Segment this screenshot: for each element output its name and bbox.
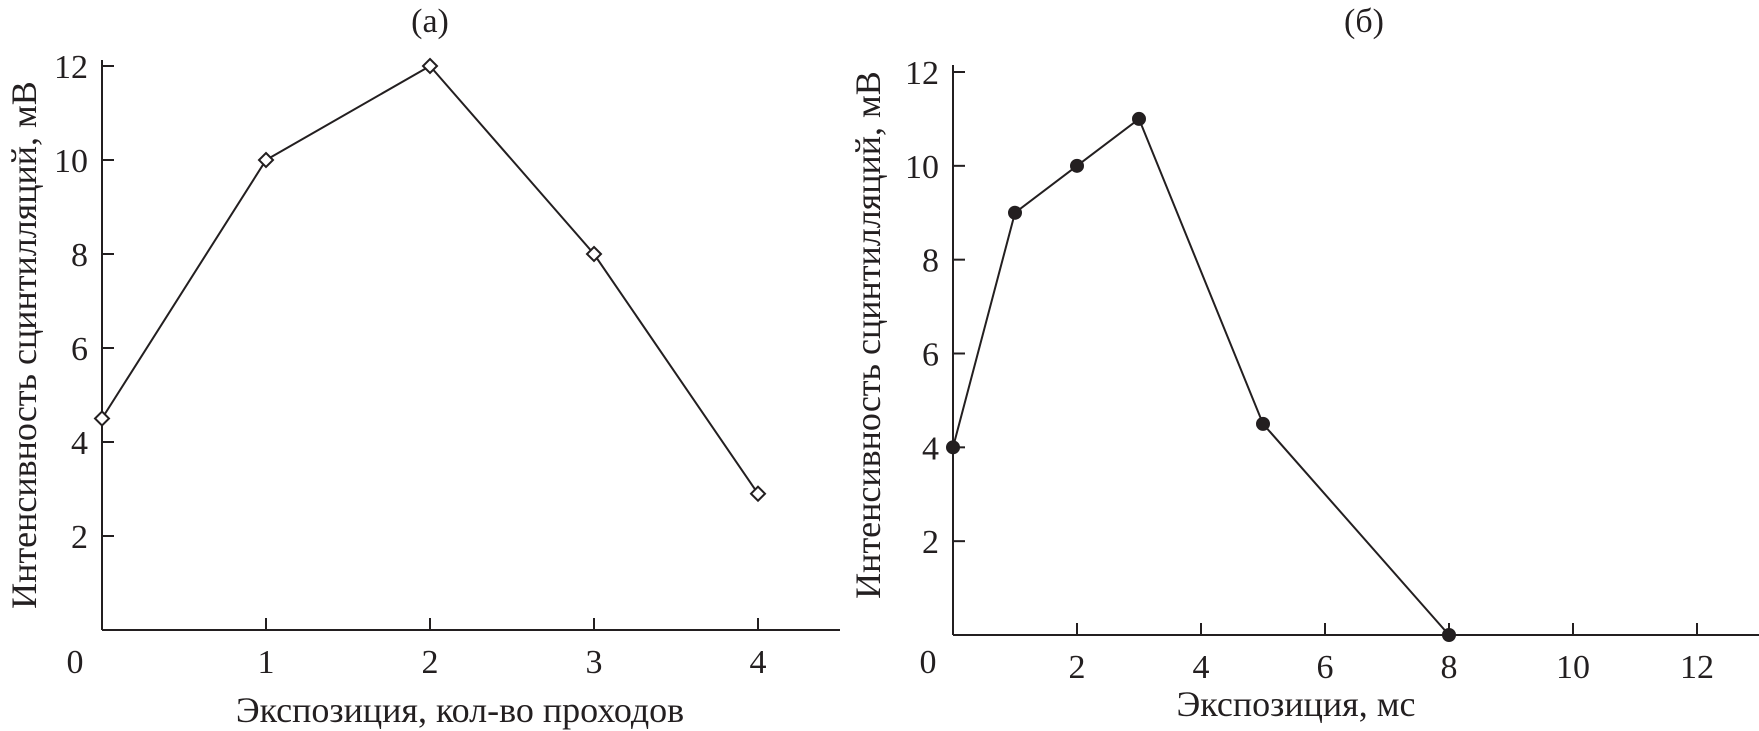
y-tick-label: 8 <box>922 243 939 280</box>
origin-label: 0 <box>920 644 937 681</box>
data-point <box>1008 205 1022 220</box>
x-tick-label: 2 <box>422 644 439 681</box>
data-point <box>749 485 767 503</box>
y-tick-label: 2 <box>922 524 939 561</box>
x-tick-label: 2 <box>1069 649 1086 686</box>
y-tick-label: 8 <box>71 237 88 274</box>
chart-title: (а) <box>411 3 449 40</box>
data-point <box>421 57 439 75</box>
chart-title: (б) <box>1344 3 1384 40</box>
data-point <box>1132 111 1146 126</box>
y-tick-label: 10 <box>54 143 88 180</box>
x-tick-label: 4 <box>750 644 767 681</box>
x-tick-label: 10 <box>1556 649 1590 686</box>
x-tick-label: 6 <box>1317 649 1334 686</box>
y-tick-label: 6 <box>71 331 88 368</box>
data-point <box>93 410 111 427</box>
y-tick-label: 4 <box>71 425 88 462</box>
y-tick-label: 6 <box>922 337 939 374</box>
x-tick-label: 12 <box>1680 649 1714 686</box>
x-tick-label: 8 <box>1441 649 1458 686</box>
y-tick-label: 12 <box>905 55 939 92</box>
data-point <box>1256 416 1270 431</box>
x-tick-label: 1 <box>258 644 275 681</box>
x-axis-label: Экспозиция, мс <box>1177 684 1416 724</box>
series-line <box>101 64 759 495</box>
x-tick-label: 4 <box>1193 649 1210 686</box>
origin-label: 0 <box>67 644 84 681</box>
chart-panel-a: (а) Экспозиция, кол-во проходов Интенсив… <box>4 3 840 730</box>
chart-panel-b: (б) Экспозиция, мс Интенсивность сцинтил… <box>848 3 1759 724</box>
x-tick-label: 3 <box>586 644 603 681</box>
series-line <box>952 117 1450 636</box>
data-point <box>1442 628 1456 642</box>
y-axis-label: Интенсивность сцинтилляций, мВ <box>848 71 888 599</box>
data-point <box>1070 158 1084 173</box>
x-axis-label: Экспозиция, кол-во проходов <box>236 690 684 730</box>
y-tick-label: 2 <box>71 519 88 556</box>
y-tick-label: 4 <box>922 430 939 467</box>
y-axis-label: Интенсивность сцинтилляций, мВ <box>4 81 44 609</box>
y-tick-label: 12 <box>54 49 88 86</box>
y-tick-label: 10 <box>905 149 939 186</box>
data-point <box>257 151 275 169</box>
data-point <box>585 245 603 263</box>
data-point <box>946 440 960 455</box>
